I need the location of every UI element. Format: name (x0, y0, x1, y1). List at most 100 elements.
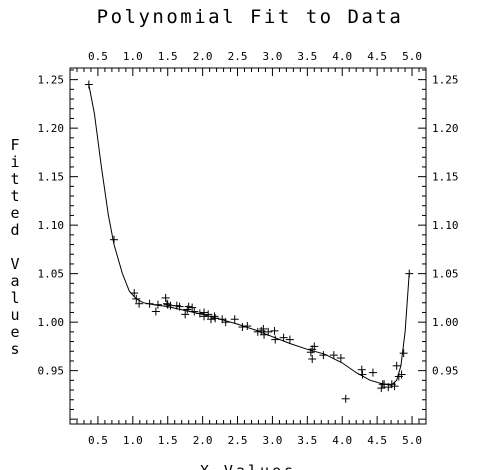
y-tick-label-right: 1.20 (432, 122, 459, 135)
data-point (397, 370, 406, 379)
data-point (200, 312, 209, 321)
data-point (329, 351, 338, 360)
x-tick-label: 0.5 (88, 434, 108, 447)
data-point (260, 330, 269, 339)
data-point (221, 318, 230, 327)
data-point (211, 314, 220, 323)
y-tick-label-right: 1.00 (432, 316, 459, 329)
y-tick-label: 1.15 (38, 171, 65, 184)
data-point (392, 361, 401, 370)
y-tick-label-right: 0.95 (432, 365, 459, 378)
data-point (399, 349, 408, 358)
data-point (184, 302, 193, 311)
data-point (210, 312, 219, 321)
ylabel-char: a (10, 272, 19, 290)
axis-tick-labels: 0.5 0.5 1.0 1.0 1.5 1.5 2.0 2.0 2.5 2.5 3.0 3.0 3.5 3… (38, 50, 459, 447)
x-tick-label: 5.0 (402, 434, 422, 447)
data-point (132, 294, 141, 303)
data-point (195, 309, 204, 318)
data-point (380, 380, 389, 389)
data-point (259, 324, 268, 333)
data-point (135, 299, 144, 308)
y-tick-label: 1.20 (38, 122, 65, 135)
ylabel-char: t (10, 170, 19, 188)
x-tick-label-top: 4.0 (332, 50, 352, 63)
data-point (358, 370, 367, 379)
data-point (285, 335, 294, 344)
data-point (204, 310, 213, 319)
data-point (390, 382, 399, 391)
y-tick-label-right: 1.10 (432, 219, 459, 232)
x-tick-label-top: 1.5 (158, 50, 178, 63)
x-tick-label: 2.0 (193, 434, 213, 447)
data-point (279, 333, 288, 342)
x-tick-label: 4.5 (367, 434, 387, 447)
y-tick-label: 1.00 (38, 316, 65, 329)
data-point (368, 368, 377, 377)
x-tick-label-top: 1.0 (123, 50, 143, 63)
x-tick-label-top: 3.0 (262, 50, 282, 63)
data-point (109, 235, 118, 244)
data-point (341, 394, 350, 403)
x-tick-label-top: 2.5 (228, 50, 248, 63)
ylabel-char: s (10, 340, 19, 358)
x-tick-label: 4.0 (332, 434, 352, 447)
plot-frame (69, 67, 427, 425)
data-point (151, 307, 160, 316)
data-point (264, 327, 273, 336)
x-tick-label: 1.0 (123, 434, 143, 447)
data-points (84, 80, 414, 403)
x-tick-label-top: 3.5 (297, 50, 317, 63)
data-point (145, 299, 154, 308)
x-tick-label: 1.5 (158, 434, 178, 447)
x-tick-label-top: 5.0 (402, 50, 422, 63)
data-point (163, 299, 172, 308)
y-tick-label: 1.05 (38, 268, 65, 281)
axis-ticks (69, 68, 427, 424)
data-point (161, 293, 170, 302)
ylabel-char: t (10, 187, 19, 205)
data-point (308, 355, 317, 364)
ylabel-char: V (10, 255, 19, 273)
y-tick-label-right: 1.25 (432, 74, 459, 87)
chart-title: Polynomial Fit to Data (97, 6, 404, 28)
y-tick-label: 1.25 (38, 74, 65, 87)
x-tick-label: 3.5 (297, 434, 317, 447)
data-point (310, 342, 319, 351)
ylabel-char: l (10, 289, 19, 307)
fit-curve (88, 84, 410, 386)
y-tick-label-right: 1.15 (432, 171, 459, 184)
data-point (357, 365, 366, 374)
data-point (188, 303, 197, 312)
data-point (230, 315, 239, 324)
data-point (270, 326, 279, 335)
data-point (243, 322, 252, 331)
data-point (271, 335, 280, 344)
data-point (153, 300, 162, 309)
y-tick-label: 1.10 (38, 219, 65, 232)
data-point (336, 354, 345, 363)
data-point (253, 327, 262, 336)
ylabel-char: d (10, 221, 19, 239)
x-tick-label-top: 0.5 (88, 50, 108, 63)
ylabel-char: e (10, 323, 19, 341)
y-tick-label-right: 1.05 (432, 268, 459, 281)
data-point (238, 322, 247, 331)
data-point (84, 80, 93, 89)
data-point (319, 351, 328, 360)
data-point (405, 269, 414, 278)
ylabel-char: u (10, 306, 19, 324)
x-tick-label: 3.0 (262, 434, 282, 447)
x-tick-label-top: 2.0 (193, 50, 213, 63)
data-point (190, 307, 199, 316)
x-tick-label-top: 4.5 (367, 50, 387, 63)
data-point (175, 302, 184, 311)
ylabel-char: F (10, 136, 19, 154)
y-tick-label: 0.95 (38, 365, 65, 378)
data-point (130, 289, 139, 298)
data-point (181, 310, 190, 319)
ylabel-char: i (10, 153, 19, 171)
